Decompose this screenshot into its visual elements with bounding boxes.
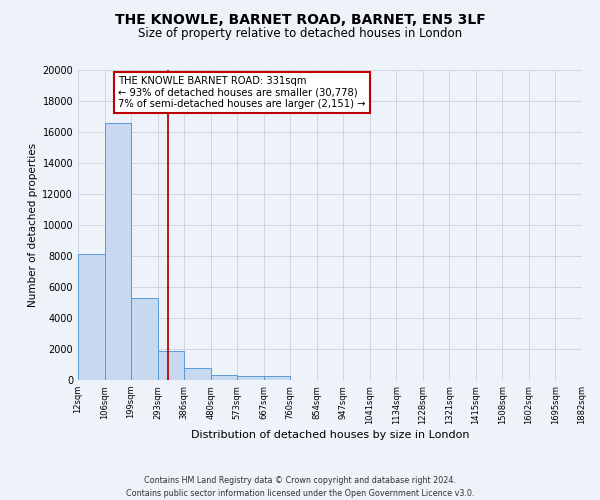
Bar bbox=[211, 376, 237, 380]
Text: THE KNOWLE BARNET ROAD: 331sqm
← 93% of detached houses are smaller (30,778)
7% : THE KNOWLE BARNET ROAD: 331sqm ← 93% of … bbox=[118, 76, 366, 110]
Text: THE KNOWLE, BARNET ROAD, BARNET, EN5 3LF: THE KNOWLE, BARNET ROAD, BARNET, EN5 3LF bbox=[115, 12, 485, 26]
X-axis label: Distribution of detached houses by size in London: Distribution of detached houses by size … bbox=[191, 430, 469, 440]
Bar bbox=[104, 122, 131, 380]
Y-axis label: Number of detached properties: Number of detached properties bbox=[28, 143, 38, 307]
Bar bbox=[131, 298, 158, 380]
Text: Contains HM Land Registry data © Crown copyright and database right 2024.
Contai: Contains HM Land Registry data © Crown c… bbox=[126, 476, 474, 498]
Bar bbox=[158, 352, 184, 380]
Bar bbox=[184, 368, 211, 380]
Bar bbox=[78, 254, 104, 380]
Bar bbox=[263, 376, 290, 380]
Text: Size of property relative to detached houses in London: Size of property relative to detached ho… bbox=[138, 28, 462, 40]
Bar bbox=[237, 376, 263, 380]
